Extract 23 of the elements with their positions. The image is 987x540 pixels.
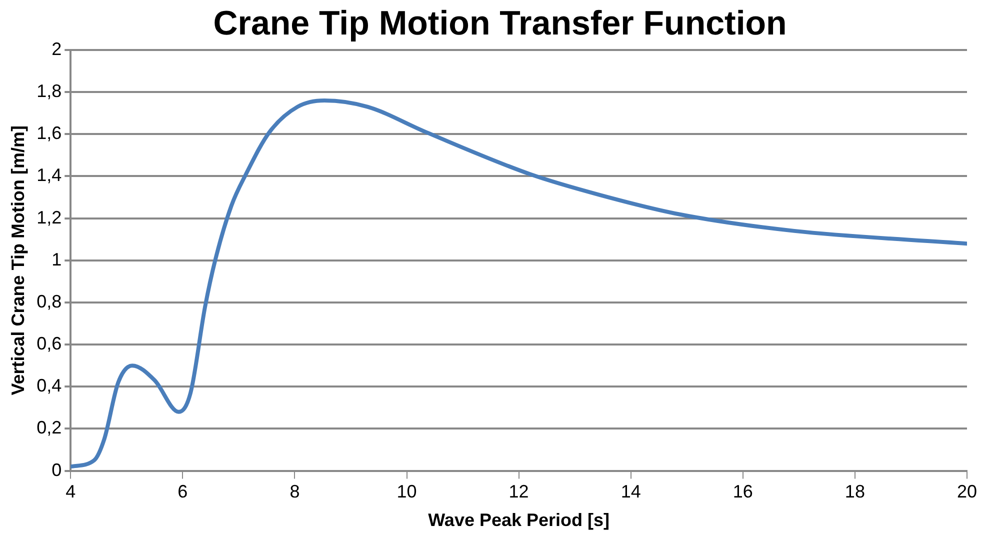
x-tick-label: 10 xyxy=(396,482,417,502)
y-tick-label: 0 xyxy=(52,460,62,480)
x-tick-label: 20 xyxy=(956,482,978,502)
y-axis-title: Vertical Crane Tip Motion [m/m] xyxy=(8,126,28,396)
x-tick-label: 6 xyxy=(178,482,188,502)
y-tick-label: 0,8 xyxy=(36,291,62,312)
y-tick-label: 2 xyxy=(52,38,62,59)
y-tick-label: 1,4 xyxy=(36,165,62,186)
x-tick-label: 16 xyxy=(732,482,753,502)
y-tick-label: 1,8 xyxy=(36,81,62,102)
x-tick-label: 18 xyxy=(844,482,865,502)
x-tick-label: 8 xyxy=(290,482,300,502)
x-axis-title: Wave Peak Period [s] xyxy=(428,510,610,530)
y-tick-label: 1 xyxy=(52,249,62,270)
x-tick-label: 4 xyxy=(66,482,76,502)
y-tick-label: 1,2 xyxy=(36,207,62,228)
y-tick-label: 0,2 xyxy=(36,418,62,438)
chart-title: Crane Tip Motion Transfer Function xyxy=(213,4,787,42)
x-tick-label: 12 xyxy=(508,482,529,502)
y-tick-label: 0,6 xyxy=(36,334,62,354)
x-tick-label: 14 xyxy=(620,482,641,502)
y-tick-label: 0,4 xyxy=(36,376,62,396)
y-tick-label: 1,6 xyxy=(36,123,62,144)
